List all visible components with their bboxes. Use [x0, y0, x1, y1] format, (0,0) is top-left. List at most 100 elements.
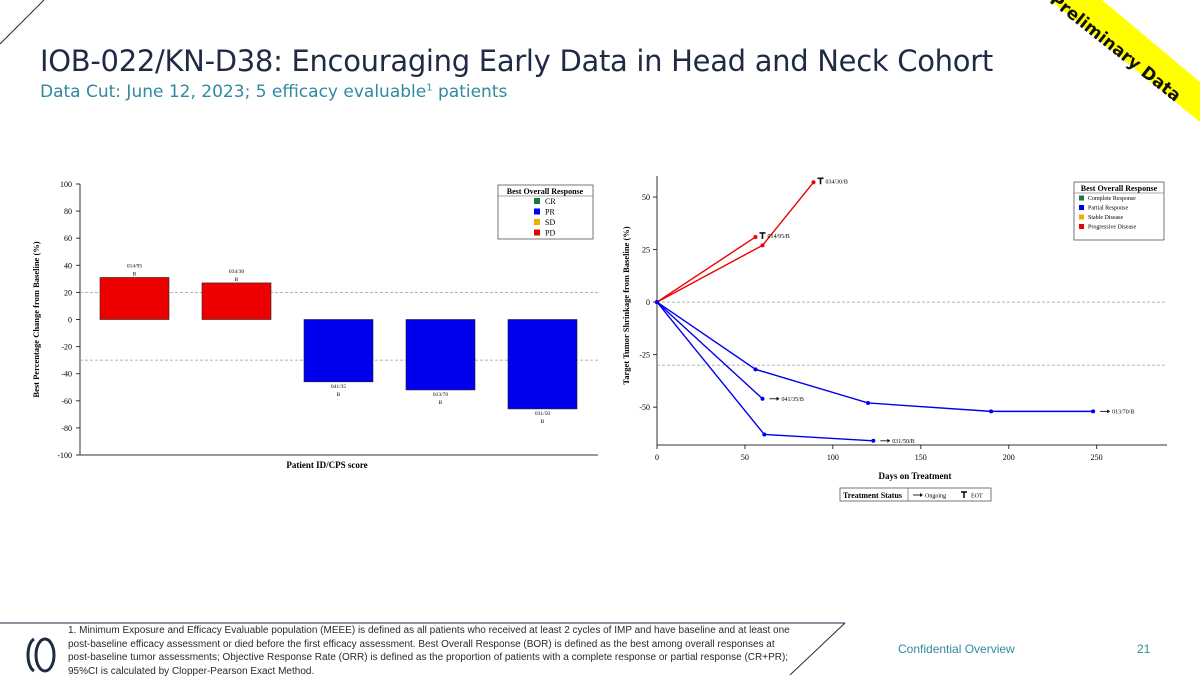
data-point — [989, 409, 994, 414]
legend-swatch — [1079, 214, 1084, 220]
legend-swatch — [534, 229, 540, 236]
series-path — [656, 301, 874, 442]
legend-swatch — [1079, 195, 1084, 201]
bar-suffix-label: B — [235, 277, 239, 283]
y-axis-label: Target Tumor Shrinkage from Baseline (%) — [621, 226, 631, 384]
y-tick-label: 60 — [64, 234, 72, 243]
status-legend-title: Treatment Status — [843, 491, 902, 500]
page-title: IOB-022/KN-D38: Encouraging Early Data i… — [40, 44, 993, 78]
bar — [99, 277, 170, 320]
y-tick-label: 25 — [642, 246, 650, 255]
bar-suffix-label: B — [439, 400, 443, 406]
series-line: 013/70/B — [655, 300, 1134, 415]
legend-label: PR — [545, 208, 555, 217]
bar — [201, 282, 272, 320]
page-number: 21 — [1137, 642, 1151, 656]
status-eot-label: EOT — [971, 494, 983, 500]
legend-label: Partial Response — [1088, 206, 1128, 212]
bar-id-label: 014/95 — [127, 263, 143, 269]
series-label: 041/35/B — [782, 397, 804, 403]
data-point — [871, 438, 876, 443]
bar-suffix-label: B — [337, 392, 341, 398]
data-point — [760, 243, 765, 248]
legend-label: SD — [545, 218, 555, 227]
legend-swatch — [534, 208, 540, 215]
footnote: 1. Minimum Exposure and Efficacy Evaluab… — [68, 624, 798, 678]
company-logo — [26, 637, 56, 673]
y-tick-label: 100 — [60, 180, 72, 189]
y-tick-label: 0 — [68, 316, 72, 325]
series-label: 031/50/B — [892, 439, 914, 445]
x-tick-label: 0 — [655, 453, 659, 462]
y-tick-label: -80 — [61, 424, 72, 433]
series-path — [656, 236, 756, 303]
footnote-number: 1. — [68, 625, 77, 636]
page-subtitle: Data Cut: June 12, 2023; 5 efficacy eval… — [40, 82, 507, 102]
series-path — [656, 181, 815, 303]
x-axis-label: Days on Treatment — [879, 471, 952, 481]
subtitle-text: Data Cut: June 12, 2023; 5 efficacy eval… — [40, 82, 427, 102]
legend-label: CR — [545, 197, 556, 206]
status-ongoing-label: Ongoing — [925, 494, 946, 500]
ongoing-marker-head — [887, 438, 891, 443]
x-tick-label: 250 — [1091, 453, 1103, 462]
data-point — [655, 300, 659, 305]
subtitle-footnote-mark: 1 — [426, 82, 433, 94]
legend-title: Best Overall Response — [1081, 184, 1158, 193]
ongoing-marker-head — [1107, 409, 1111, 414]
x-tick-label: 200 — [1003, 453, 1015, 462]
y-tick-label: -25 — [639, 351, 650, 360]
data-point — [760, 396, 765, 401]
series-path — [656, 301, 763, 400]
waterfall-chart: 100 80 60 40 20 0 -20 -40 -60 -80 -100 Best Percent… — [31, 180, 598, 470]
series-line: 034/30/B — [655, 177, 848, 305]
y-tick-label: 80 — [64, 207, 72, 216]
footer-decoration — [0, 622, 846, 675]
data-point — [866, 400, 871, 405]
x-tick-label: 100 — [827, 453, 839, 462]
legend-label: Progressive Disease — [1088, 225, 1136, 231]
y-tick-label: -100 — [57, 451, 72, 460]
series-label: 014/95/B — [767, 234, 789, 240]
bar-id-label: 031/50 — [535, 411, 551, 417]
bar-id-label: 041/35 — [331, 384, 347, 390]
spider-legend: Best Overall Response Complete Response Pa… — [1073, 181, 1165, 241]
corner-decoration — [0, 0, 45, 45]
legend-swatch — [534, 198, 540, 204]
bar — [507, 319, 578, 410]
legend-label: Complete Response — [1088, 196, 1136, 202]
legend-swatch — [1079, 205, 1084, 210]
legend-label: PD — [545, 229, 555, 238]
legend-box — [497, 184, 594, 240]
series-line: 014/95/B — [655, 232, 790, 305]
footnote-text: Minimum Exposure and Efficacy Evaluable … — [68, 625, 790, 677]
y-tick-label: 50 — [642, 193, 650, 202]
series-path — [656, 301, 1094, 413]
status-legend-box — [839, 487, 992, 502]
y-axis-label: Best Percentage Change from Baseline (%) — [31, 241, 41, 397]
legend-title: Best Overall Response — [507, 187, 584, 196]
subtitle-text-end: patients — [432, 82, 508, 102]
x-axis-label: Patient ID/CPS score — [286, 460, 367, 470]
confidential-label: Confidential Overview — [898, 642, 1015, 656]
y-tick-label: -20 — [61, 343, 72, 352]
banner-ribbon — [1050, 0, 1200, 122]
legend-swatch — [1079, 224, 1084, 229]
status-legend: Treatment Status Ongoing EOT — [839, 487, 992, 502]
bar — [303, 319, 374, 383]
preliminary-banner: Preliminary Data — [1046, 0, 1200, 122]
series-label: 013/70/B — [1112, 409, 1134, 415]
y-tick-label: -40 — [61, 370, 72, 379]
y-tick-label: 0 — [646, 298, 650, 307]
legend-label: Stable Disease — [1088, 215, 1123, 221]
ongoing-marker-head — [920, 493, 923, 497]
x-tick-label: 50 — [741, 453, 749, 462]
series-line: 031/50/B — [655, 300, 915, 445]
data-point — [1091, 409, 1096, 414]
y-tick-label: 20 — [64, 288, 72, 297]
legend-swatch — [534, 219, 540, 225]
y-tick-label: 40 — [64, 261, 72, 270]
y-tick-label: -60 — [61, 397, 72, 406]
